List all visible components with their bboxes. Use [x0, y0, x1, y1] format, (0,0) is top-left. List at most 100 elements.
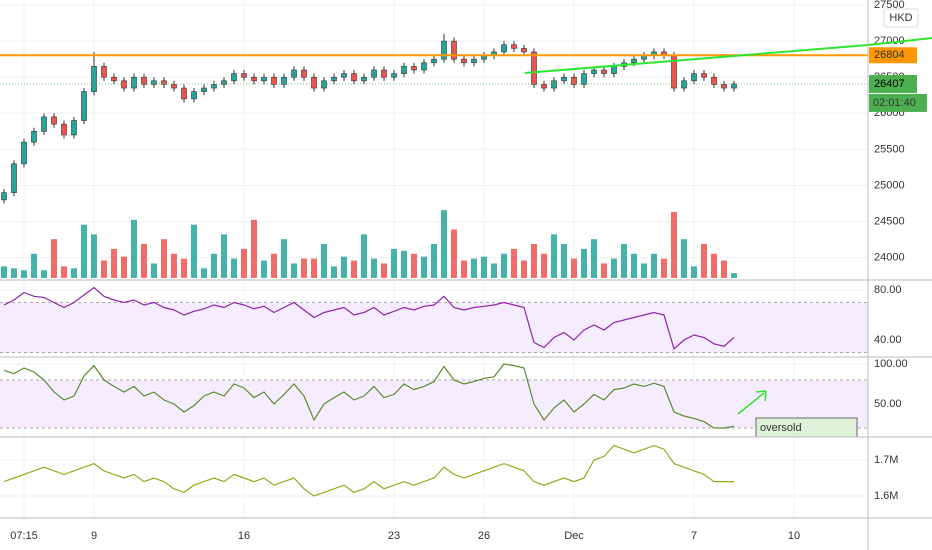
- volume-bar: [281, 239, 287, 278]
- level-tag: [869, 47, 917, 64]
- volume-bar: [351, 260, 357, 278]
- volume-bar: [211, 253, 217, 278]
- volume-bar: [261, 260, 267, 278]
- trend-line-ext: [867, 37, 932, 46]
- volume-bar: [301, 258, 307, 278]
- volume-bar: [681, 239, 687, 278]
- volume-bar: [31, 253, 37, 278]
- candle-body: [531, 51, 537, 85]
- candle-body: [581, 73, 587, 85]
- y-tick-label: 25500: [874, 143, 905, 155]
- candle-body: [721, 84, 727, 89]
- candle-body: [91, 66, 97, 92]
- volume-bar: [651, 253, 657, 278]
- volume-bar: [711, 253, 717, 278]
- candle-body: [21, 141, 27, 165]
- volume-bar: [511, 248, 517, 278]
- candle-body: [71, 120, 77, 136]
- last-price-label: 26407: [874, 78, 905, 90]
- volume-bar: [501, 253, 507, 278]
- candle-body: [691, 73, 697, 82]
- volume-bar: [321, 244, 327, 278]
- currency-label: HKD: [889, 12, 912, 24]
- candle-body: [251, 76, 257, 82]
- candle-body: [511, 44, 517, 49]
- candle-body: [381, 69, 387, 78]
- candle-body: [411, 66, 417, 71]
- volume-bar: [121, 256, 127, 278]
- trend-line: [524, 44, 869, 74]
- volume-bar: [621, 244, 627, 278]
- y-tick-label: 24500: [874, 215, 905, 227]
- volume-bar: [181, 258, 187, 278]
- volume-bar: [141, 244, 147, 278]
- candle-body: [731, 83, 737, 89]
- volume-bar: [571, 258, 577, 278]
- volume-bar: [581, 248, 587, 278]
- volume-bar: [661, 258, 667, 278]
- countdown-tag: [869, 93, 927, 112]
- volume-bar: [131, 219, 137, 278]
- volume-bar: [191, 224, 197, 278]
- volume-bar: [591, 239, 597, 278]
- volume-bar: [161, 239, 167, 278]
- volume-bar: [21, 270, 27, 278]
- volume-bar: [411, 253, 417, 278]
- y-tick-label: 1.6M: [874, 490, 898, 502]
- volume-bar: [371, 258, 377, 278]
- volume-bar: [231, 258, 237, 278]
- candle-body: [271, 76, 277, 85]
- volume-bar: [721, 260, 727, 278]
- volume-bar: [171, 253, 177, 278]
- candle-body: [201, 87, 207, 92]
- candle-body: [131, 76, 137, 89]
- volume-bar: [401, 250, 407, 278]
- band: [0, 302, 868, 353]
- y-tick-label: 1.7M: [874, 454, 898, 466]
- candle-body: [361, 76, 367, 82]
- arrow: [737, 392, 765, 415]
- indicator-line: [3, 286, 735, 350]
- candle-body: [431, 58, 437, 64]
- y-tick-label: 24000: [874, 252, 905, 264]
- x-tick-label: 16: [238, 530, 250, 542]
- candle-body: [311, 76, 317, 89]
- candle-body: [81, 91, 87, 121]
- x-tick-label: 7: [691, 530, 697, 542]
- volume-bar: [431, 244, 437, 278]
- volume-bar: [391, 248, 397, 278]
- volume-bar: [41, 270, 47, 278]
- candle-body: [281, 76, 287, 85]
- volume-bar: [671, 212, 677, 278]
- x-tick-label: 07:15: [10, 530, 38, 542]
- volume-bar: [531, 244, 537, 278]
- volume-bar: [71, 268, 77, 278]
- x-tick-label: 10: [788, 530, 800, 542]
- candle-body: [51, 116, 57, 125]
- candle-body: [41, 116, 47, 132]
- volume-bar: [731, 273, 737, 278]
- volume-bar: [631, 253, 637, 278]
- volume-bar: [271, 253, 277, 278]
- candle-body: [371, 69, 377, 78]
- volume-bar: [51, 239, 57, 278]
- candle-body: [681, 80, 687, 89]
- candle-body: [521, 48, 527, 53]
- volume-bar: [221, 234, 227, 278]
- candle-body: [591, 69, 597, 74]
- candle-body: [321, 80, 327, 89]
- volume-bar: [241, 248, 247, 278]
- volume-bar: [461, 260, 467, 278]
- candle-body: [501, 44, 507, 53]
- volume-bar: [341, 256, 347, 278]
- candle-body: [121, 80, 127, 89]
- volume-bar: [441, 210, 447, 278]
- volume-bar: [201, 268, 207, 278]
- indicator-line: [3, 363, 735, 429]
- candle-body: [151, 80, 157, 85]
- candle-body: [551, 80, 557, 89]
- candle-body: [181, 87, 187, 100]
- annotation-label: oversold: [760, 422, 802, 434]
